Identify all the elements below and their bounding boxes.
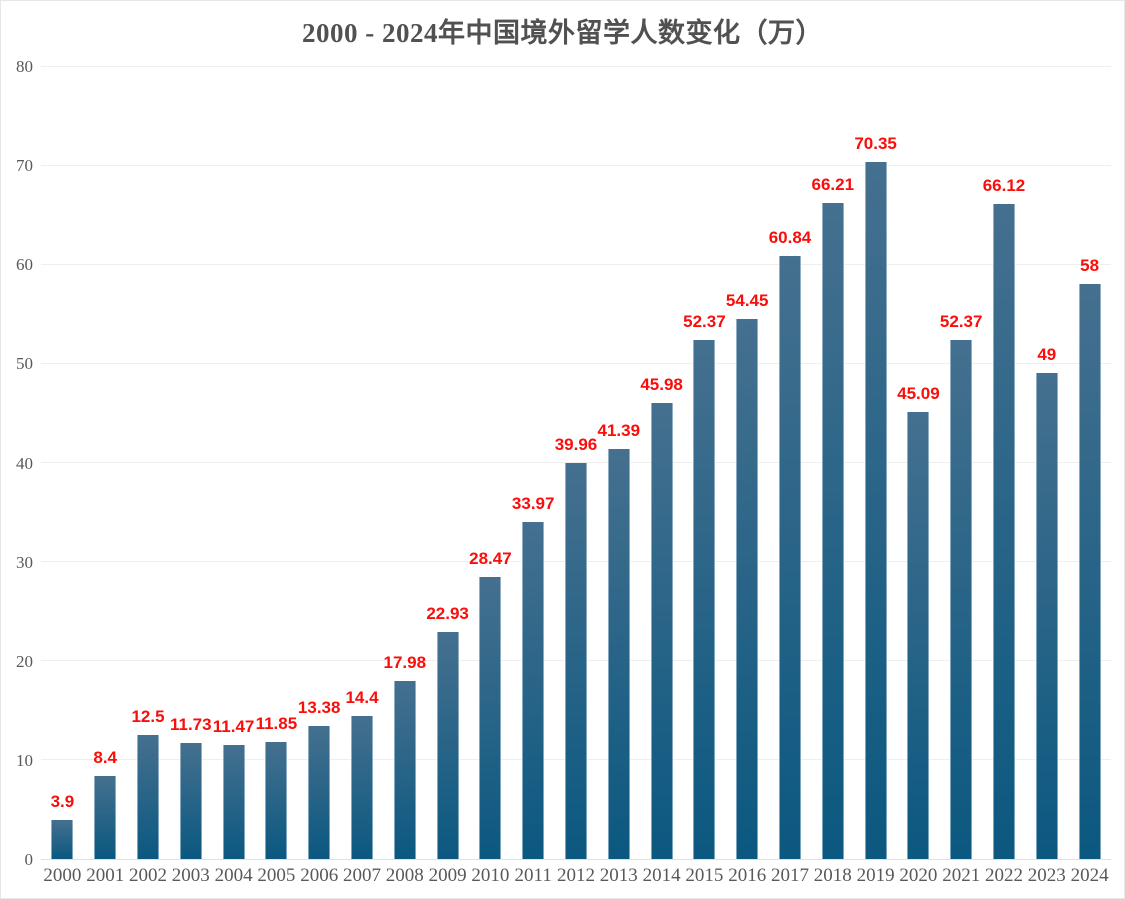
value-label-2012: 39.96 (554, 434, 598, 454)
value-label-2005: 11.85 (255, 713, 298, 733)
gridline-70 (41, 164, 1111, 166)
bar-2017 (779, 255, 801, 859)
bar-2005 (265, 741, 288, 859)
x-tick-label-2006: 2006 (300, 865, 339, 886)
y-tick-label-10: 10 (16, 750, 33, 770)
y-tick-label-30: 30 (16, 552, 33, 572)
y-tick-label-50: 50 (16, 354, 33, 374)
bar-2006 (308, 726, 331, 859)
gridline-80 (41, 65, 1111, 67)
value-label-2016: 54.45 (725, 291, 769, 311)
value-label-2003: 11.73 (169, 714, 212, 734)
y-tick-label-60: 60 (16, 255, 33, 275)
x-tick-label-2015: 2015 (685, 865, 724, 886)
bar-2010 (479, 576, 502, 859)
x-tick-label-2019: 2019 (856, 865, 895, 886)
value-label-2021: 52.37 (939, 311, 983, 331)
value-label-2010: 28.47 (469, 548, 512, 568)
x-tick-label-2000: 2000 (43, 865, 82, 886)
x-tick-label-2024: 2024 (1070, 865, 1109, 886)
x-tick-label-2016: 2016 (728, 865, 767, 886)
gridline-50 (41, 362, 1111, 364)
y-tick-label-20: 20 (16, 651, 33, 671)
chart-title: 2000 - 2024年中国境外留学人数变化（万） (302, 18, 823, 48)
value-label-2009: 22.93 (426, 603, 469, 623)
y-tick-label-40: 40 (16, 453, 33, 473)
bar-2011 (522, 522, 545, 859)
x-tick-label-2002: 2002 (129, 865, 167, 886)
value-label-2007: 14.4 (345, 688, 379, 708)
bar-2021 (950, 339, 973, 859)
value-label-2008: 17.98 (383, 652, 427, 672)
x-tick-label-2004: 2004 (214, 865, 253, 886)
x-tick-label-2003: 2003 (171, 865, 210, 886)
x-tick-label-2005: 2005 (257, 865, 296, 886)
bar-2014 (650, 403, 673, 859)
value-label-2022: 66.12 (982, 175, 1026, 195)
y-tick-label-0: 0 (24, 850, 34, 869)
value-label-2013: 41.39 (597, 420, 641, 440)
x-tick-label-2007: 2007 (343, 865, 381, 886)
x-tick-label-2020: 2020 (899, 865, 938, 886)
bar-2016 (736, 319, 759, 859)
x-tick-label-2008: 2008 (385, 865, 424, 886)
bar-2019 (864, 161, 887, 859)
value-label-2024: 58 (1080, 256, 1100, 276)
x-tick-label-2018: 2018 (813, 865, 852, 886)
x-tick-label-2014: 2014 (642, 865, 681, 886)
x-tick-label-2023: 2023 (1027, 865, 1066, 886)
y-tick-label-70: 70 (16, 156, 33, 176)
value-label-2023: 49 (1037, 345, 1057, 365)
bar-2003 (179, 742, 202, 859)
value-label-2017: 60.84 (768, 227, 812, 247)
bar-2013 (607, 448, 630, 859)
value-label-2002: 12.5 (131, 707, 165, 727)
value-label-2011: 33.97 (511, 494, 555, 514)
bar-2018 (821, 202, 844, 859)
value-label-2014: 45.98 (640, 375, 683, 395)
x-tick-label-2009: 2009 (428, 865, 467, 886)
value-label-2018: 66.21 (811, 174, 855, 194)
value-label-2020: 45.09 (897, 384, 940, 404)
bar-2008 (393, 680, 416, 859)
bar-2020 (907, 412, 930, 859)
y-tick-label-80: 80 (16, 57, 33, 76)
x-tick-label-2011: 2011 (514, 865, 552, 886)
bar-2009 (436, 631, 459, 859)
bar-2000 (51, 820, 74, 859)
x-tick-label-2001: 2001 (86, 865, 125, 886)
value-label-2019: 70.35 (854, 133, 897, 153)
bar-2023 (1035, 373, 1058, 859)
value-label-2000: 3.9 (50, 792, 75, 812)
bar-2002 (137, 735, 159, 859)
x-tick-label-2012: 2012 (557, 865, 595, 886)
x-tick-label-2013: 2013 (599, 865, 638, 886)
gridline-60 (41, 263, 1111, 265)
x-tick-label-2017: 2017 (771, 865, 809, 886)
x-axis-line (41, 859, 1111, 860)
gridline-40 (41, 462, 1111, 463)
value-label-2004: 11.47 (212, 717, 255, 737)
bar-2004 (222, 745, 245, 859)
bar-2007 (351, 716, 373, 859)
x-tick-label-2021: 2021 (942, 865, 981, 886)
bar-2024 (1078, 284, 1101, 859)
value-label-2001: 8.4 (93, 747, 117, 767)
bar-2022 (993, 203, 1015, 859)
bar-2001 (94, 775, 117, 859)
bar-2012 (565, 462, 587, 859)
bar-2015 (693, 339, 716, 859)
x-tick-label-2010: 2010 (471, 865, 510, 886)
value-label-2006: 13.38 (297, 698, 341, 718)
x-tick-label-2022: 2022 (985, 865, 1023, 886)
value-label-2015: 52.37 (683, 311, 726, 331)
